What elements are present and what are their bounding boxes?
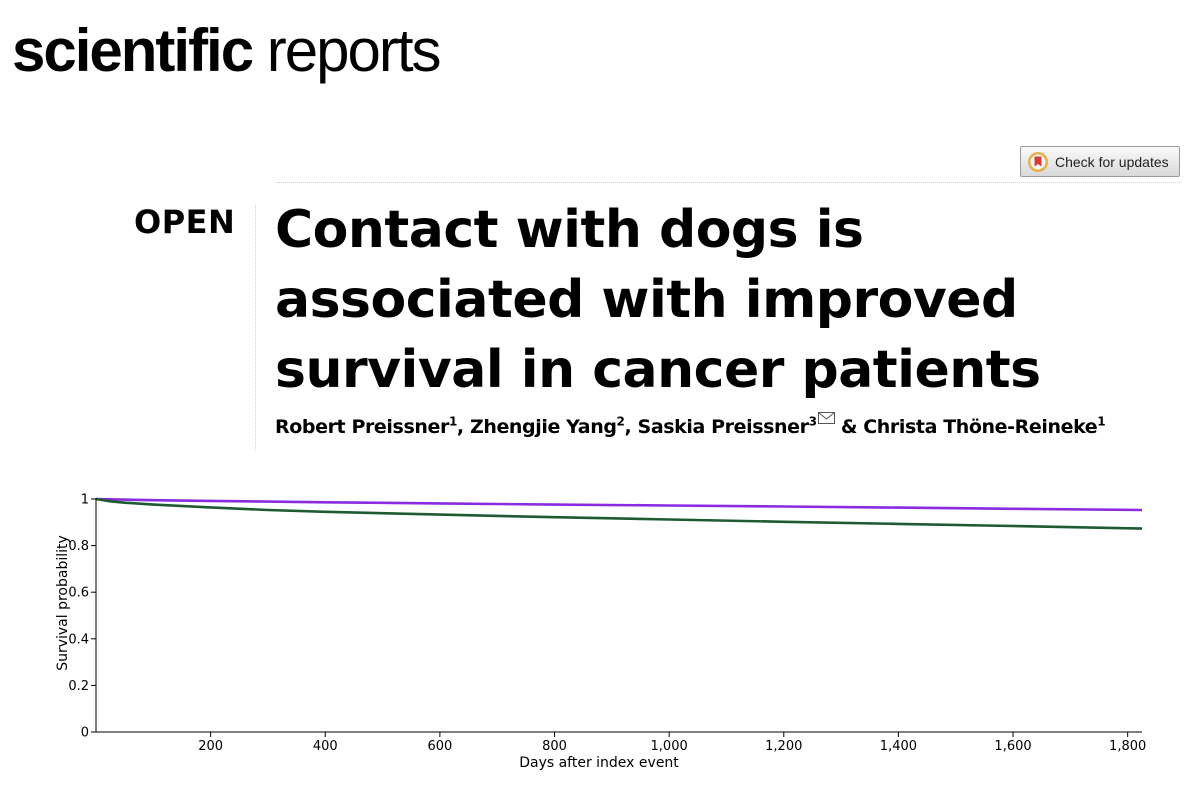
author-affiliation: 1 [448,414,457,429]
y-tick-label: 0.4 [68,632,89,647]
author-name[interactable]: Christa Thöne-Reineke [863,416,1098,438]
y-tick-label: 1 [81,493,89,508]
journal-name-regular: reports [266,17,442,84]
envelope-icon[interactable] [817,412,835,424]
series-line-1 [95,497,1143,512]
check-for-updates-label: Check for updates [1055,153,1169,170]
x-tick-label: 600 [427,739,452,754]
x-tick-label: 1,200 [765,739,802,754]
axes: 200 400 600 800 1,000 1,200 1,400 1,600 1,800 0 0.… [68,493,1146,755]
x-axis-title: Days after index event [519,755,679,771]
x-tick-label: 200 [198,739,223,754]
author-affiliation: 1 [1097,414,1106,429]
journal-name-bold: scientific [12,17,254,84]
title-divider [255,205,256,450]
header-divider [276,182,1182,183]
open-access-label: OPEN [134,203,236,241]
author-name[interactable]: Robert Preissner [275,416,449,438]
author-affiliation: 2 [616,414,625,429]
author-name[interactable]: Saskia Preissner [637,416,810,438]
author-separator: , [624,416,638,438]
author-list: Robert Preissner1, Zhengjie Yang2, Saski… [275,412,1106,438]
author-separator: & [834,416,864,438]
author-separator: , [456,416,470,438]
article-title: Contact with dogs is associated with imp… [275,200,1041,400]
y-tick-label: 0.2 [68,679,89,694]
x-tick-label: 1,000 [651,739,688,754]
x-tick-label: 800 [542,739,567,754]
crossmark-icon [1028,151,1048,172]
journal-logo: scientific reports [12,14,442,88]
x-tick-label: 1,800 [1109,739,1146,754]
y-tick-label: 0.6 [68,586,89,601]
x-tick-label: 1,600 [994,739,1031,754]
plot-area [95,497,1143,530]
series-line-2 [95,497,1143,530]
author-affiliation: 3 [808,414,817,429]
author-name[interactable]: Zhengjie Yang [469,416,617,438]
y-axis-title: Survival probability [55,535,71,671]
survival-chart: 200 400 600 800 1,000 1,200 1,400 1,600 1,800 0 0.… [55,493,1146,772]
x-tick-label: 1,400 [880,739,917,754]
x-tick-label: 400 [313,739,338,754]
check-for-updates-button[interactable]: Check for updates [1020,146,1180,177]
y-tick-label: 0.8 [68,539,89,554]
y-tick-label: 0 [81,726,89,741]
